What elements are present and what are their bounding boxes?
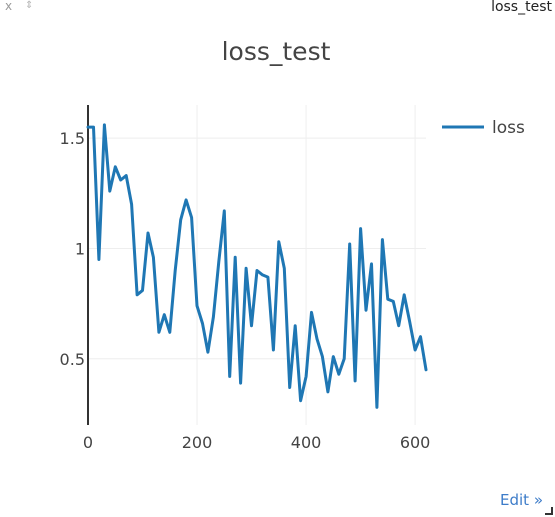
close-button[interactable]: x	[5, 0, 13, 13]
series-line-loss	[86, 123, 428, 409]
pane-title: loss_test	[491, 0, 552, 15]
x-tick-label: 600	[400, 433, 431, 452]
y-tick-label: 0.5	[60, 350, 85, 369]
y-tick-label: 1	[75, 239, 85, 258]
legend[interactable]: loss	[442, 118, 525, 138]
tick-labels: 0 200 400 600 0.5 1 1.5	[60, 129, 431, 452]
x-tick-label: 200	[182, 433, 213, 452]
x-tick-label: 400	[291, 433, 322, 452]
edit-link[interactable]: Edit »	[500, 491, 543, 509]
drag-handle-icon[interactable]: ⇕	[25, 0, 34, 11]
legend-label-loss: loss	[492, 118, 525, 138]
resize-handle-icon[interactable]	[545, 507, 553, 515]
y-tick-label: 1.5	[60, 129, 85, 148]
x-tick-label: 0	[83, 433, 93, 452]
chart-title: loss_test	[222, 37, 331, 66]
series-layer	[86, 123, 428, 409]
